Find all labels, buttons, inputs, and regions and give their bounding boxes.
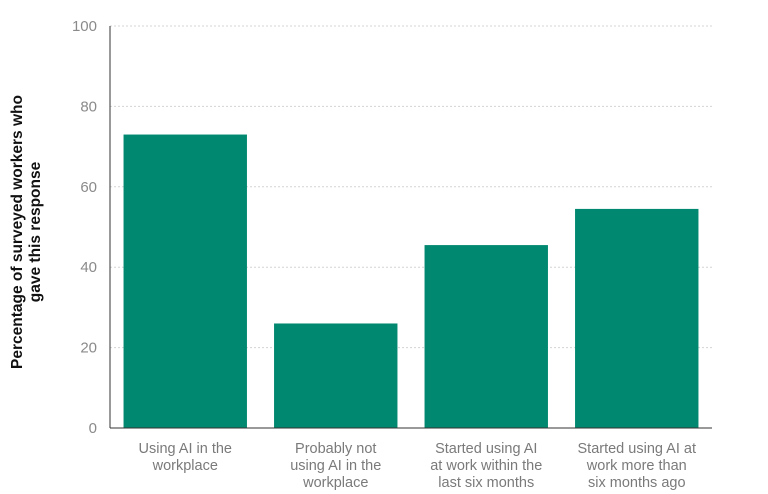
y-tick-label: 0 [89,420,97,437]
y-tick-label: 60 [80,179,97,196]
x-category-label-line: Using AI in the [139,441,233,457]
x-category-label: Using AI in the workplace [139,441,233,474]
axes [109,26,712,429]
x-category-label: Started using AI at work more than six mon… [578,441,697,491]
x-category-label-line: Started using AI [435,441,537,457]
y-axis-title-line: gave this response [27,161,44,302]
x-category-label: Probably not using AI in the workplace [290,441,381,491]
x-category-label-line: using AI in the [290,458,381,474]
x-category-label: Started using AI at work within the last s… [430,441,542,491]
y-axis-title-line: Percentage of surveyed workers who [9,95,26,369]
y-tick-label: 80 [80,98,97,115]
y-tick-label: 40 [80,259,97,276]
y-tick-label: 100 [72,18,97,35]
bar [575,208,699,428]
x-category-label-line: Probably not [295,441,376,457]
x-category-label-line: work more than [586,458,687,474]
y-axis-title: Percentage of surveyed workers whogave t… [9,95,44,369]
x-category-label-line: six months ago [588,475,686,491]
y-tick-label: 20 [80,340,97,357]
bar [424,245,548,428]
bar [123,134,247,429]
x-category-label-line: Started using AI at [578,441,697,457]
bars [123,134,699,429]
x-category-label-line: last six months [438,475,534,491]
y-tick-labels: 0 20 40 60 80 100 [72,18,97,437]
x-category-label-line: workplace [152,458,218,474]
y-axis-title-text: Percentage of surveyed workers whogave t… [9,95,44,369]
bar [274,323,398,428]
x-category-label-line: at work within the [430,458,542,474]
x-category-label-line: workplace [302,475,368,491]
